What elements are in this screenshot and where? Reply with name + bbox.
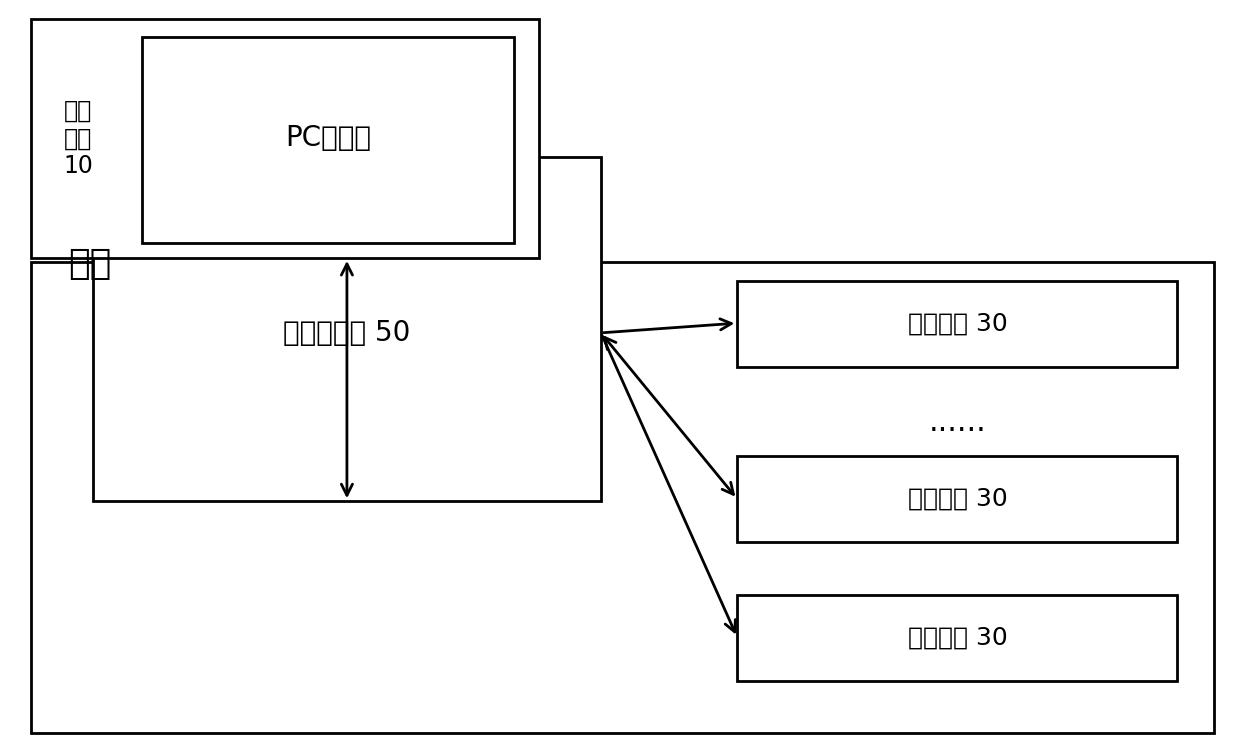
Bar bbox=[737, 456, 1177, 542]
Bar bbox=[737, 280, 1177, 367]
Text: ......: ...... bbox=[929, 408, 986, 437]
Text: 调试
终端
10: 调试 终端 10 bbox=[63, 99, 93, 178]
Text: 端口服务器 50: 端口服务器 50 bbox=[284, 319, 410, 347]
Text: 电视设备 30: 电视设备 30 bbox=[908, 311, 1007, 335]
Bar bbox=[31, 262, 1214, 733]
Bar bbox=[737, 595, 1177, 681]
Bar bbox=[142, 37, 514, 243]
Bar bbox=[93, 157, 601, 501]
Bar bbox=[31, 19, 539, 258]
Text: 智能手机 30: 智能手机 30 bbox=[908, 625, 1007, 649]
Text: PC浏览器: PC浏览器 bbox=[285, 124, 372, 153]
Text: 云端: 云端 bbox=[68, 247, 112, 280]
Text: 平板电脑 30: 平板电脑 30 bbox=[908, 487, 1007, 511]
